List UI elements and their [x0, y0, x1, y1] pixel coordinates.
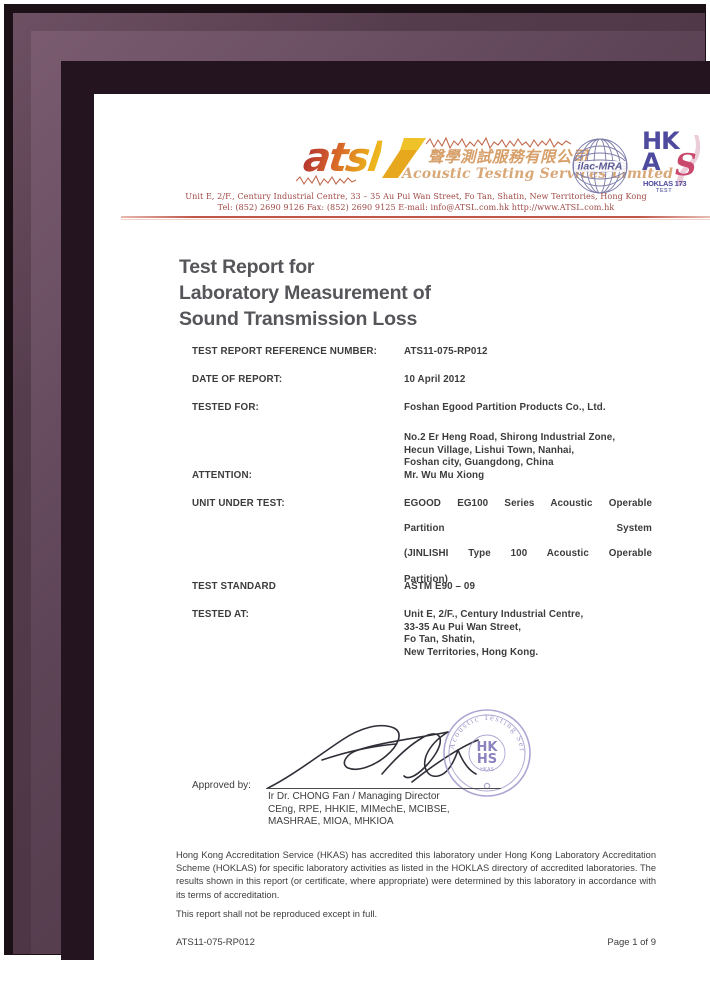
detail-value: No.2 Er Heng Road, Shirong Industrial Zo… [404, 432, 652, 470]
ilac-mra-logo-icon: ilac-MRA [572, 138, 628, 194]
detail-label: ATTENTION: [192, 470, 253, 481]
detail-value-line: Foshan city, Guangdong, China [404, 457, 554, 469]
company-name-english: Acoustic Testing Services Limited [402, 166, 674, 182]
company-seal-stamp: Acoustic Testing Services Limited HK HS … [442, 708, 531, 797]
detail-label: DATE OF REPORT: [192, 374, 283, 385]
detail-value-line: New Territories, Hong Kong. [404, 646, 539, 658]
signature-block: Acoustic Testing Services Limited HK HS … [94, 694, 710, 844]
svg-text:HS: HS [477, 752, 497, 767]
signatory-line: Ir Dr. CHONG Fan / Managing Director [268, 791, 440, 802]
hoklas-number: HOKLAS 173 [643, 179, 687, 188]
header-contact-line: Tel: (852) 2690 9126 Fax: (852) 2690 912… [217, 202, 615, 212]
signatory-details: Ir Dr. CHONG Fan / Managing Director CEng… [268, 791, 450, 829]
hoklas-test-label: TEST [656, 188, 673, 194]
document-header: atsl [94, 94, 710, 224]
reproduction-notice: This report shall not be reproduced exce… [176, 909, 378, 919]
detail-value-line: (JINLISHI Type 100 Acoustic Operable [404, 548, 652, 560]
detail-value-line: Partition) [404, 573, 448, 585]
accreditation-paragraph: Hong Kong Accreditation Service (HKAS) h… [176, 850, 656, 900]
signatory-line: MASHRAE, MIOA, MHKIOA [268, 816, 394, 827]
detail-value-line: No.2 Er Heng Road, Shirong Industrial Zo… [404, 432, 616, 443]
footer-reference-number: ATS11-075-RP012 [176, 937, 255, 948]
detail-value: ASTM E90 – 09 [404, 581, 652, 594]
detail-label: TESTED FOR: [192, 402, 259, 413]
picture-frame-dark-edge: atsl [4, 4, 710, 987]
signature-line [266, 788, 501, 790]
page-title: Test Report for Laboratory Measurement o… [179, 254, 431, 332]
picture-frame-inner-bevel: atsl [31, 31, 710, 987]
detail-value: EGOOD EG100 Series Acoustic Operable Part… [404, 498, 652, 599]
hkas-hoklas-logo: HK A S HOKLAS 173 TEST [642, 127, 704, 197]
detail-value-line: ATS11-075-RP012 [404, 346, 488, 357]
hkas-ribbon-icon [676, 135, 701, 185]
detail-value-line: 33-35 Au Pui Wan Street, [404, 621, 522, 633]
picture-frame-outer: atsl [4, 4, 710, 987]
atsl-wordmark: atsl [300, 135, 383, 181]
svg-text:HKAS: HKAS [480, 767, 494, 773]
detail-value-line: ASTM E90 – 09 [404, 581, 475, 592]
picture-frame-plum: atsl [13, 13, 710, 987]
detail-value: Unit E, 2/F., Century Industrial Centre,… [404, 609, 652, 659]
detail-value: Mr. Wu Mu Xiong [404, 470, 652, 483]
company-name-chinese: 聲學測試服務有限公司 [428, 148, 589, 166]
page-title-line-3: Sound Transmission Loss [179, 308, 418, 330]
detail-label: TESTED AT: [192, 609, 250, 620]
waveform-squiggle-icon [426, 136, 571, 150]
detail-value: Foshan Egood Partition Products Co., Ltd… [404, 402, 652, 415]
detail-value-line: 10 April 2012 [404, 374, 466, 385]
detail-label: UNIT UNDER TEST: [192, 498, 285, 509]
detail-value-line: Partition System [404, 523, 652, 535]
hkas-s-letter: S [675, 148, 697, 183]
document-page: atsl [94, 94, 710, 987]
detail-label: TEST STANDARD [192, 581, 276, 592]
page-title-line-2: Laboratory Measurement of [179, 282, 431, 304]
detail-value: 10 April 2012 [404, 374, 652, 387]
atsl-logo: atsl [296, 135, 673, 194]
detail-value-line: Foshan Egood Partition Products Co., Ltd… [404, 402, 606, 413]
picture-frame-mat: atsl [61, 61, 710, 987]
hkas-letters: HK A [642, 127, 680, 176]
detail-value-line: Unit E, 2/F., Century Industrial Centre, [404, 609, 584, 620]
detail-label: TEST REPORT REFERENCE NUMBER: [192, 346, 378, 357]
detail-value-line: Hecun Village, Lishui Town, Nanhai, [404, 444, 575, 456]
page-title-line-1: Test Report for [179, 256, 315, 278]
atsl-swoosh-icon [382, 138, 426, 178]
svg-text:HK: HK [477, 740, 499, 755]
detail-value-line: Fo Tan, Shatin, [404, 634, 475, 646]
header-address-line1: Unit E, 2/F., Century Industrial Centre,… [185, 191, 647, 201]
waveform-squiggle-left-icon [296, 174, 356, 186]
header-divider [121, 216, 710, 218]
signatory-line: CEng, RPE, HHKIE, MIMechE, MCIBSE, [268, 803, 450, 815]
detail-value-line: EGOOD EG100 Series Acoustic Operable [404, 498, 652, 509]
svg-text:ilac-MRA: ilac-MRA [578, 161, 623, 173]
detail-value-line: Mr. Wu Mu Xiong [404, 470, 485, 481]
approved-by-label: Approved by: [192, 780, 251, 791]
detail-value: ATS11-075-RP012 [404, 346, 652, 359]
footer-page-number: Page 1 of 9 [607, 937, 656, 948]
header-divider-shadow [121, 218, 710, 220]
